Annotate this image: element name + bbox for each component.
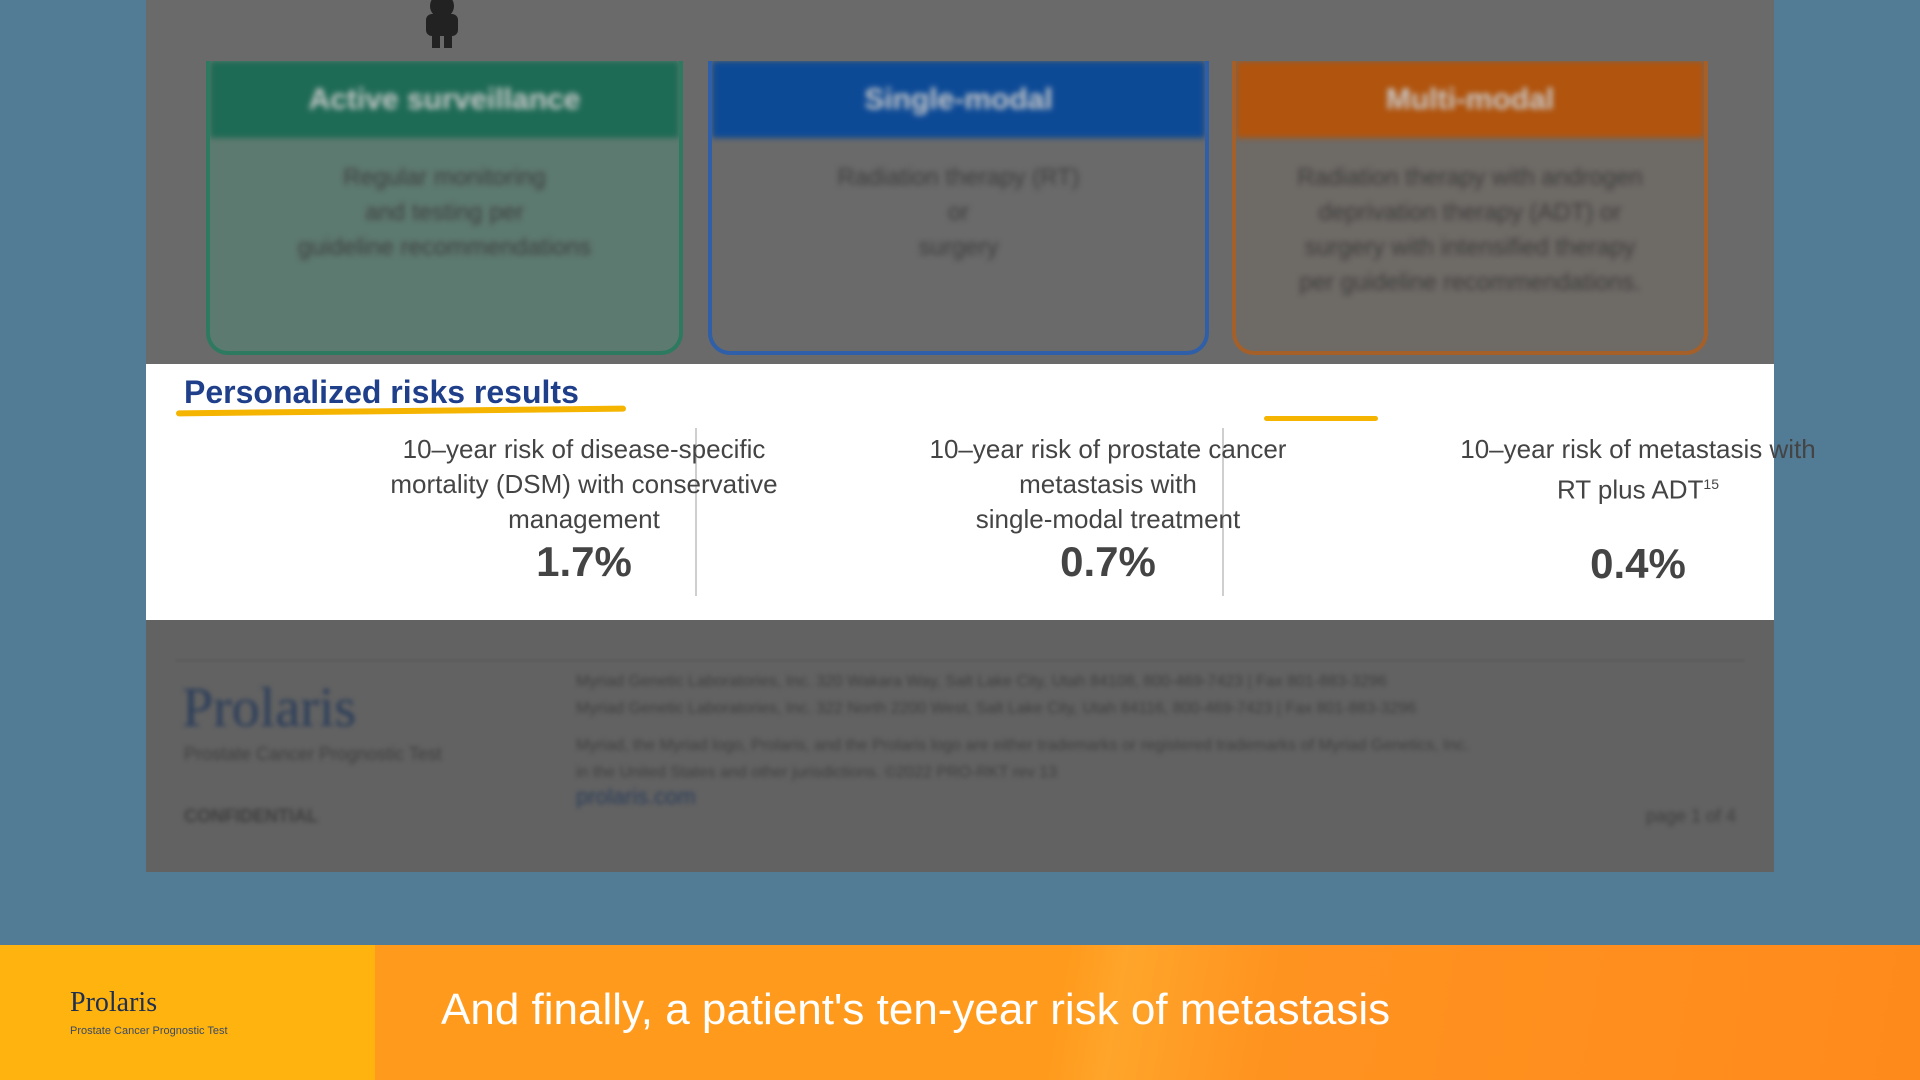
card: Multi-modal Radiation therapy with androg… <box>1232 61 1708 355</box>
results-band: Personalized risks results 10–year risk … <box>146 364 1816 620</box>
card: Active surveillance Regular monitoring and… <box>206 61 683 355</box>
address-line: Myriad Genetic Laboratories, Inc. 320 Wa… <box>576 673 1387 690</box>
description-line: management <box>354 502 814 537</box>
card-line: Regular monitoring <box>343 164 546 191</box>
card-line: per guideline recommendations. <box>1299 269 1641 296</box>
card-title: Single-modal <box>712 61 1205 138</box>
description-text: metastasis with <box>1019 469 1197 499</box>
result-description: 10–year risk of prostate cancer metastasi… <box>878 432 1338 537</box>
description-text: 10–year risk of disease-specific <box>402 434 766 464</box>
confidential: CONFIDENTIAL <box>184 806 318 826</box>
slide-footer: Prolaris Prostate Cancer Prognostic Test… <box>146 620 1774 872</box>
description-line: single-modal treatment <box>878 502 1338 537</box>
description-text: 10–year risk of prostate cancer <box>929 434 1287 464</box>
card-line: deprivation therapy (ADT) or <box>1318 199 1622 226</box>
card-body: Radiation therapy (RT) or surgery <box>712 138 1205 265</box>
card-line: surgery with intensified therapy <box>1304 234 1636 261</box>
caption-brand: Prolaris <box>70 987 158 1018</box>
address: Myriad Genetic Laboratories, Inc. 320 Wa… <box>576 668 1416 722</box>
footer-brand: Prolaris <box>182 677 357 739</box>
description-text: single-modal treatment <box>975 504 1241 534</box>
highlight <box>1264 416 1378 421</box>
legal: Myriad, the Myriad logo, Prolaris, and t… <box>576 732 1469 786</box>
caption-text: And finally, a patient's ten-year risk o… <box>441 985 1391 1034</box>
page-number: page 1 of 4 <box>1645 806 1736 826</box>
divider <box>695 428 697 596</box>
description-text: 10–year risk of metastasis with <box>1460 434 1816 464</box>
results-title: Personalized risks results <box>184 374 579 410</box>
description-line: 10–year risk of prostate cancer <box>878 432 1338 467</box>
card-line: Radiation therapy with androgen <box>1297 164 1643 191</box>
description-text: management <box>508 504 660 534</box>
divider <box>1222 428 1224 596</box>
card-body: Radiation therapy with androgen deprivati… <box>1236 138 1704 300</box>
address-line: Myriad Genetic Laboratories, Inc. 322 No… <box>576 700 1417 717</box>
card-body: Regular monitoring and testing per guideli… <box>210 138 679 265</box>
result-description: 10–year risk of metastasis with RT plus A… <box>1408 432 1868 508</box>
description-line: 10–year risk of disease-specific <box>354 432 814 467</box>
description-line: 10–year risk of metastasis with <box>1408 432 1868 467</box>
result-description: 10–year risk of disease-specific mortalit… <box>354 432 814 537</box>
card: Single-modal Radiation therapy (RT) or surg… <box>708 61 1209 355</box>
description-text: RT plus ADT <box>1556 474 1704 505</box>
person-icon <box>426 0 458 48</box>
description-text: mortality (DSM) with conservative <box>390 469 778 499</box>
description-line: RT plus ADT15 <box>1408 467 1868 508</box>
description-line: mortality (DSM) with conservative <box>354 467 814 502</box>
description-line: metastasis with <box>878 467 1338 502</box>
card-title: Multi-modal <box>1236 61 1704 138</box>
legal-line: in the United States and other jurisdict… <box>576 764 1058 781</box>
card-line: or <box>947 199 970 226</box>
caption-tagline: Prostate Cancer Prognostic Test <box>70 1025 228 1037</box>
footer-tagline: Prostate Cancer Prognostic Test <box>184 744 442 764</box>
card-title: Active surveillance <box>210 61 679 138</box>
card-line: Radiation therapy (RT) <box>837 164 1080 191</box>
caption-brand-panel: Prolaris Prostate Cancer Prognostic Test <box>0 945 375 1080</box>
result-value: 1.7% <box>536 538 632 585</box>
caption-bar: Prolaris Prostate Cancer Prognostic Test… <box>0 945 1920 1080</box>
card-line: surgery <box>918 234 999 261</box>
website: prolaris.com <box>576 784 696 809</box>
rule <box>176 660 1744 661</box>
legal-line: Myriad, the Myriad logo, Prolaris, and t… <box>576 737 1469 754</box>
superscript: 15 <box>1703 476 1719 492</box>
card-line: guideline recommendations <box>297 234 592 261</box>
result-value: 0.4% <box>1590 540 1686 587</box>
result-value: 0.7% <box>1060 538 1156 585</box>
slide-top: Active surveillance Regular monitoring and… <box>146 0 1774 364</box>
card-line: and testing per <box>365 199 524 226</box>
